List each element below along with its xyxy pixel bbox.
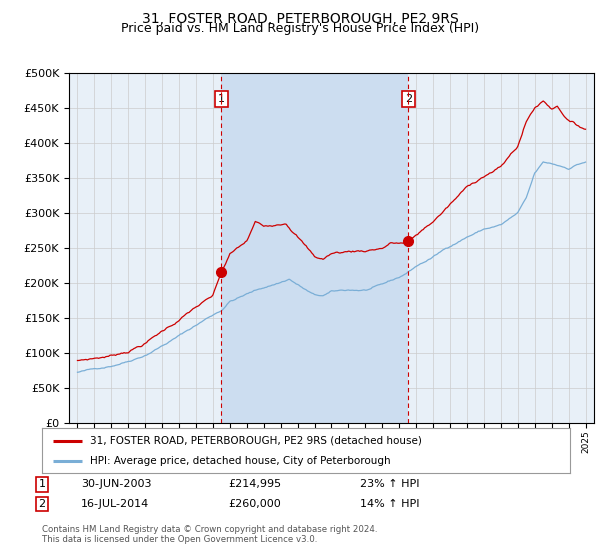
Text: Contains HM Land Registry data © Crown copyright and database right 2024.: Contains HM Land Registry data © Crown c…	[42, 525, 377, 534]
Text: HPI: Average price, detached house, City of Peterborough: HPI: Average price, detached house, City…	[89, 456, 390, 466]
Text: 1: 1	[218, 94, 225, 104]
Text: £214,995: £214,995	[228, 479, 281, 489]
Text: £260,000: £260,000	[228, 499, 281, 509]
Text: 31, FOSTER ROAD, PETERBOROUGH, PE2 9RS (detached house): 31, FOSTER ROAD, PETERBOROUGH, PE2 9RS (…	[89, 436, 421, 446]
Text: 30-JUN-2003: 30-JUN-2003	[81, 479, 151, 489]
Text: This data is licensed under the Open Government Licence v3.0.: This data is licensed under the Open Gov…	[42, 535, 317, 544]
Text: Price paid vs. HM Land Registry's House Price Index (HPI): Price paid vs. HM Land Registry's House …	[121, 22, 479, 35]
Text: 23% ↑ HPI: 23% ↑ HPI	[360, 479, 419, 489]
Bar	[221, 73, 409, 423]
Text: 1: 1	[38, 479, 46, 489]
Text: 2: 2	[405, 94, 412, 104]
Text: 16-JUL-2014: 16-JUL-2014	[81, 499, 149, 509]
Text: 31, FOSTER ROAD, PETERBOROUGH, PE2 9RS: 31, FOSTER ROAD, PETERBOROUGH, PE2 9RS	[142, 12, 458, 26]
Text: 2: 2	[38, 499, 46, 509]
Text: 14% ↑ HPI: 14% ↑ HPI	[360, 499, 419, 509]
